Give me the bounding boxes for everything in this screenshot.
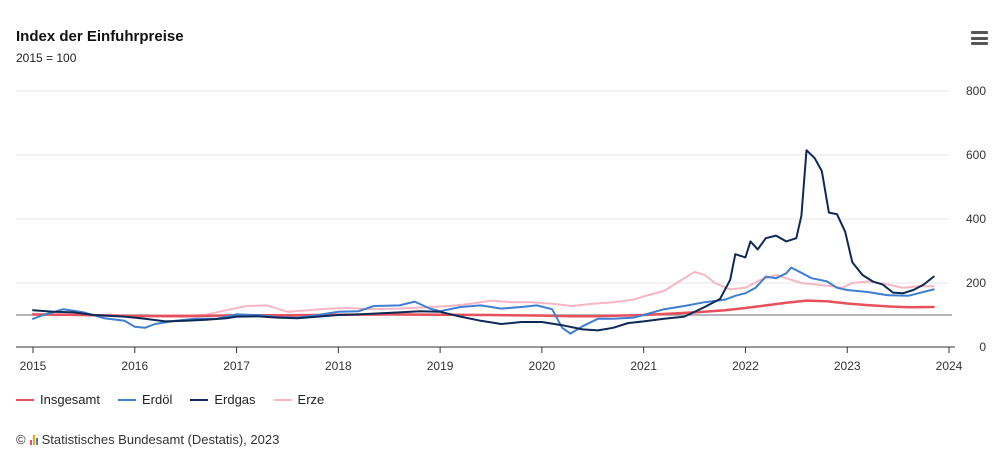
x-tick-label: 2024 (936, 359, 963, 373)
legend-swatch (273, 398, 292, 401)
legend-swatch (16, 398, 34, 401)
x-tick-label: 2021 (630, 359, 657, 373)
series-line-insgesamt (31, 299, 935, 318)
y-tick-label: 800 (966, 84, 986, 98)
y-tick-label: 0 (979, 340, 986, 354)
hamburger-menu-icon[interactable] (971, 31, 988, 45)
x-tick-label: 2019 (427, 359, 454, 373)
x-tick-label: 2022 (732, 359, 759, 373)
y-tick-label: 200 (966, 276, 986, 290)
x-tick-label: 2017 (223, 359, 250, 373)
legend-label: Erdöl (141, 392, 173, 407)
legend-label: Insgesamt (40, 392, 100, 407)
copyright-symbol: © (16, 432, 26, 447)
legend-label: Erdgas (214, 392, 256, 407)
y-tick-label: 600 (966, 148, 986, 162)
x-tick-label: 2023 (834, 359, 861, 373)
x-tick-label: 2015 (20, 359, 47, 373)
chart-legend: Insgesamt Erdöl Erdgas Erze (16, 392, 324, 407)
chart-title: Index der Einfuhrpreise (16, 28, 184, 45)
legend-swatch (117, 398, 136, 401)
credits: © Statistisches Bundesamt (Destatis), 20… (16, 432, 279, 447)
legend-item[interactable]: Insgesamt (16, 392, 100, 407)
legend-item[interactable]: Erdgas (190, 392, 256, 407)
legend-item[interactable]: Erze (273, 392, 325, 407)
x-tick-label: 2020 (529, 359, 556, 373)
x-tick-label: 2018 (325, 359, 352, 373)
destatis-logo-icon (29, 434, 38, 445)
legend-label: Erze (297, 392, 325, 407)
x-tick-label: 2016 (121, 359, 148, 373)
legend-item[interactable]: Erdöl (117, 392, 173, 407)
credits-text[interactable]: Statistisches Bundesamt (Destatis), 2023 (41, 432, 280, 447)
y-tick-label: 400 (966, 212, 986, 226)
series-line-erdgas (32, 149, 935, 332)
line-chart: 0 200 400 600 800 2015 2016 2017 2018 2019 2020 202… (16, 84, 986, 373)
legend-swatch (190, 398, 209, 401)
series-line-erze (32, 270, 935, 318)
chart-subtitle: 2015 = 100 (16, 51, 77, 65)
